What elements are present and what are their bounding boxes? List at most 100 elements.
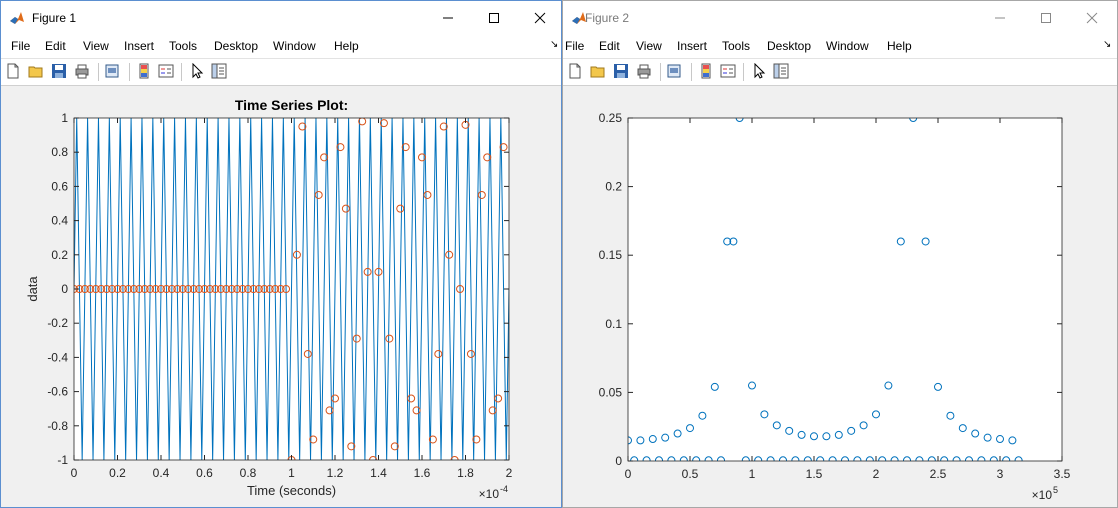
x-tick-label: 0 bbox=[71, 466, 78, 480]
print-preview-icon[interactable] bbox=[666, 63, 682, 79]
data-point bbox=[472, 435, 481, 444]
data-point bbox=[113, 285, 122, 293]
menu-insert[interactable]: Insert bbox=[677, 39, 708, 53]
dock-arrow-icon[interactable]: ↘ bbox=[550, 39, 559, 50]
y-tick-label: -1 bbox=[57, 453, 68, 467]
print-icon[interactable] bbox=[74, 63, 90, 79]
data-point bbox=[977, 456, 986, 461]
data-point bbox=[331, 394, 339, 403]
data-point bbox=[865, 456, 874, 461]
data-point bbox=[466, 349, 475, 358]
open-folder-icon[interactable] bbox=[590, 63, 606, 79]
data-point bbox=[915, 456, 924, 461]
time-series-axes[interactable]: 0 0.2 0.4 0.6 0.8 1 1.2 1.4 1.6 1.8 2 1 0.8 0.6 0.4 0.2… bbox=[1, 1, 561, 507]
menu-window[interactable]: Window bbox=[826, 39, 869, 53]
menu-view[interactable]: View bbox=[636, 39, 662, 53]
data-point bbox=[157, 285, 165, 293]
window-title: Figure 2 bbox=[585, 11, 630, 25]
x-tick-label: 1.6 bbox=[414, 466, 431, 480]
open-folder-icon[interactable] bbox=[28, 63, 44, 79]
data-point bbox=[803, 456, 812, 461]
legend-icon[interactable] bbox=[720, 63, 736, 79]
menu-desktop[interactable]: Desktop bbox=[214, 39, 259, 53]
new-file-icon[interactable] bbox=[567, 63, 583, 79]
data-point bbox=[884, 381, 893, 390]
data-point bbox=[667, 456, 676, 461]
menu-desktop[interactable]: Desktop bbox=[767, 39, 812, 53]
data-point bbox=[80, 285, 89, 293]
data-point bbox=[292, 250, 301, 259]
toolbar-separator bbox=[129, 63, 130, 81]
save-icon[interactable] bbox=[613, 63, 629, 79]
minimize-button[interactable] bbox=[977, 1, 1023, 34]
y-tick-label: 0.1 bbox=[605, 317, 622, 331]
data-point bbox=[222, 285, 231, 293]
x-tick-label: 2.5 bbox=[930, 467, 947, 481]
data-point bbox=[173, 285, 182, 293]
menu-tools[interactable]: Tools bbox=[169, 39, 198, 53]
toolbar-separator bbox=[181, 63, 182, 81]
data-point bbox=[735, 118, 744, 122]
menu-tools[interactable]: Tools bbox=[722, 39, 751, 53]
y-tick-label: -0.8 bbox=[47, 419, 68, 433]
scatter-axes[interactable]: 0 0.5 1 1.5 2 2.5 3 3.5 0.25 0.2 0.15 0.1 0.05 0 ×10 5 bbox=[563, 1, 1117, 507]
y-tick-label: -0.2 bbox=[47, 316, 68, 330]
data-point bbox=[135, 285, 144, 293]
data-point bbox=[423, 190, 432, 199]
data-point bbox=[1008, 436, 1017, 445]
window-title: Figure 1 bbox=[32, 11, 77, 25]
data-point bbox=[686, 424, 694, 433]
y-tick-label: 0.4 bbox=[51, 214, 68, 228]
menu-file[interactable]: File bbox=[11, 39, 31, 53]
title-bar[interactable]: Figure 1 bbox=[1, 1, 561, 34]
data-point bbox=[314, 190, 323, 199]
property-inspector-icon[interactable] bbox=[211, 63, 227, 79]
menu-window[interactable]: Window bbox=[273, 39, 316, 53]
y-tick-label: 0.6 bbox=[51, 179, 68, 193]
toolbar-separator bbox=[98, 63, 99, 81]
x-tick-label: 1.2 bbox=[327, 466, 344, 480]
menu-help[interactable]: Help bbox=[887, 39, 912, 53]
property-inspector-icon[interactable] bbox=[773, 63, 789, 79]
maximize-button[interactable] bbox=[1023, 1, 1069, 34]
menu-insert[interactable]: Insert bbox=[124, 39, 155, 53]
data-point bbox=[890, 456, 899, 461]
legend-icon[interactable] bbox=[158, 63, 174, 79]
maximize-button[interactable] bbox=[471, 1, 517, 34]
data-point bbox=[216, 285, 225, 293]
data-point bbox=[276, 285, 285, 293]
close-button[interactable] bbox=[517, 1, 561, 34]
data-point bbox=[723, 237, 732, 246]
menu-view[interactable]: View bbox=[83, 39, 109, 53]
y-tick-label: 0.15 bbox=[599, 248, 623, 262]
x-tick-label: 2 bbox=[506, 466, 513, 480]
menu-file[interactable]: File bbox=[565, 39, 585, 53]
pointer-icon[interactable] bbox=[189, 63, 205, 79]
menu-help[interactable]: Help bbox=[334, 39, 359, 53]
print-preview-icon[interactable] bbox=[104, 63, 120, 79]
print-icon[interactable] bbox=[636, 63, 652, 79]
toolbar-separator bbox=[743, 63, 744, 81]
data-point bbox=[102, 285, 111, 293]
menu-edit[interactable]: Edit bbox=[599, 39, 620, 53]
colorbar-icon[interactable] bbox=[698, 63, 714, 79]
minimize-button[interactable] bbox=[425, 1, 471, 34]
y-tick-label: 0.8 bbox=[51, 145, 68, 159]
data-point bbox=[434, 349, 443, 358]
pointer-icon[interactable] bbox=[751, 63, 767, 79]
close-button[interactable] bbox=[1069, 1, 1115, 34]
menu-edit[interactable]: Edit bbox=[45, 39, 66, 53]
data-point bbox=[385, 334, 394, 343]
new-file-icon[interactable] bbox=[5, 63, 21, 79]
title-bar[interactable]: Figure 2 bbox=[563, 1, 1117, 34]
data-point bbox=[828, 456, 837, 461]
x-tick-label: 0.6 bbox=[196, 466, 213, 480]
data-point bbox=[396, 204, 405, 213]
colorbar-icon[interactable] bbox=[136, 63, 152, 79]
y-tick-label: 0.25 bbox=[599, 111, 623, 125]
data-point bbox=[488, 406, 497, 415]
save-icon[interactable] bbox=[51, 63, 67, 79]
dock-arrow-icon[interactable]: ↘ bbox=[1103, 39, 1112, 50]
x-tick-label: 3 bbox=[997, 467, 1004, 481]
data-point bbox=[477, 190, 486, 199]
